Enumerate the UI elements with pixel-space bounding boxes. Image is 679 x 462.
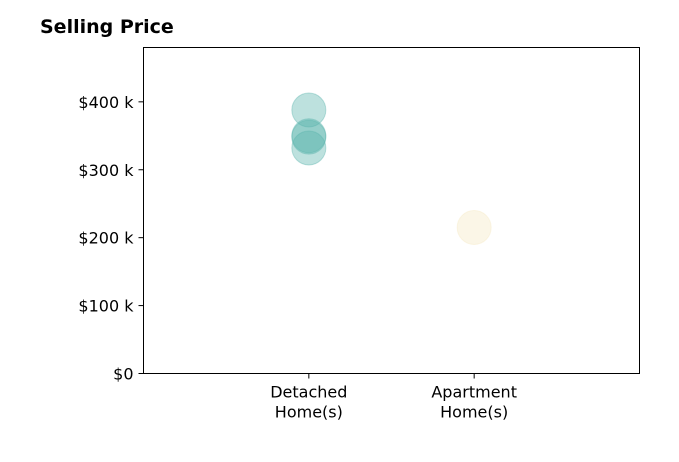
chart-title: Selling Price: [40, 16, 174, 38]
y-tick-label: $200 k: [78, 229, 134, 248]
y-tick-label: $400 k: [78, 93, 134, 112]
data-point: [291, 118, 327, 154]
data-point: [291, 130, 327, 166]
plot-frame: [143, 47, 640, 374]
data-point: [291, 119, 327, 155]
y-tick-label: $300 k: [78, 161, 134, 180]
data-point: [291, 92, 327, 128]
data-point: [456, 209, 492, 245]
x-tick-label: Detached Home(s): [270, 383, 347, 422]
x-axis: Detached Home(s) Apartment Home(s): [270, 373, 517, 422]
y-tick-label: $0: [113, 365, 133, 384]
x-tick-label: Apartment Home(s): [431, 383, 517, 422]
plot-points: [291, 92, 492, 245]
y-tick-label: $100 k: [78, 297, 134, 316]
y-axis: $0 $100 k $200 k $300 k $400 k: [78, 93, 144, 384]
